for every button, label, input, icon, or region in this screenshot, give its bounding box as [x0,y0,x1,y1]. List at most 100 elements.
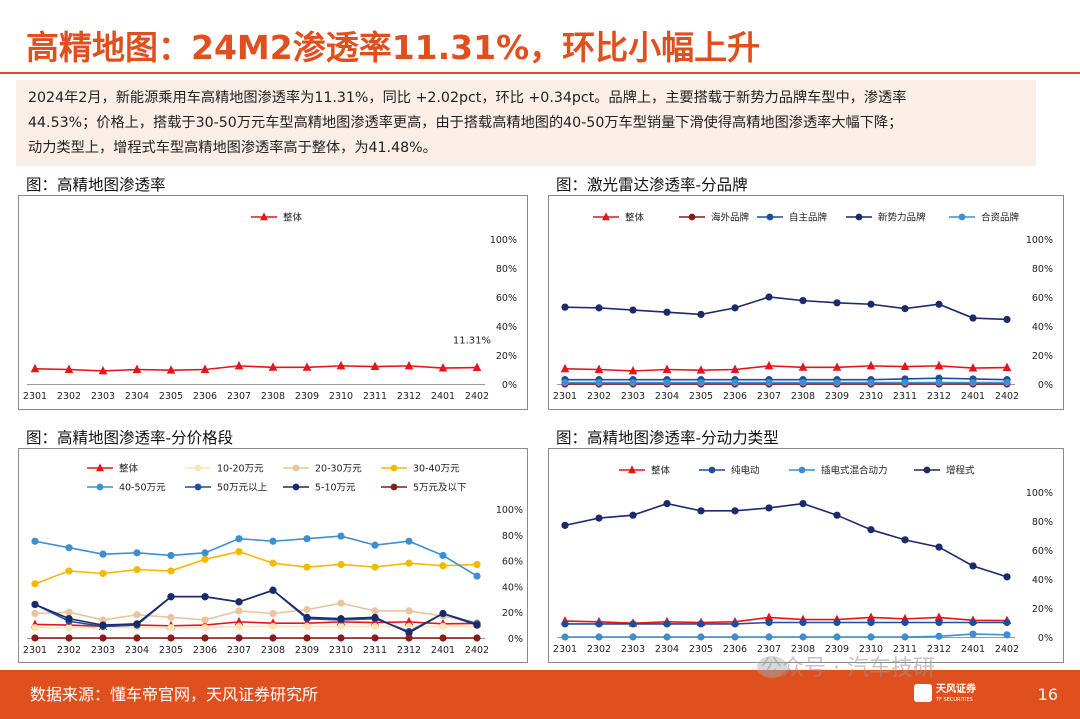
chart-panel-brand: 0% 20% 40% 60% 80% 100% 2301 2302 2303 2304 2305 23… [548,195,1064,410]
data-point [901,618,909,627]
x-tick-label: 2310 [329,391,353,402]
legend-label: 5-10万元 [315,483,356,494]
data-point [833,299,841,307]
series-5-10万元 [31,586,481,637]
y-tick-label: 100% [1026,235,1053,246]
legend: 整体 纯电动 插电式混合动力 增程式 [619,465,975,477]
data-point [167,567,175,575]
data-point [167,634,175,642]
data-point [337,634,345,642]
data-point [200,364,210,373]
data-point [31,600,39,609]
data-label: 11.31% [453,336,491,347]
data-point [629,633,637,641]
data-point [833,633,841,641]
x-tick-label: 2312 [397,645,421,656]
x-tick-label: 2309 [295,645,319,656]
chart-power: 0%20%40%60%80%100%2301 2302 2303 2304 2305 23… [553,465,1053,656]
data-point [731,507,739,515]
y-tick-label: 0% [1038,380,1053,391]
data-point [867,633,875,641]
data-point [866,612,876,621]
data-point [629,511,637,519]
legend-label: 5万元及以下 [413,483,467,494]
data-point [302,362,312,371]
data-point [968,363,978,372]
data-point [439,551,447,560]
legend-marker [628,465,636,474]
chart-brand: 0%20%40%60%80%100%2301 2302 2303 2304 2305 23… [553,212,1053,403]
data-point [201,616,209,624]
x-tick-label: 2307 [227,391,251,402]
data-point [595,633,603,641]
y-tick-label: 80% [496,264,517,275]
data-point [935,300,943,308]
data-point [594,364,604,373]
data-point [560,363,570,373]
series-line [565,377,1008,381]
data-point [663,633,671,641]
x-tick-label: 2311 [363,391,387,402]
data-point [303,606,311,614]
tf-logo-icon [914,684,932,702]
data-point [765,618,773,627]
data-point [595,378,603,387]
data-point [371,607,379,615]
data-point [969,618,977,627]
x-tick-label: 2306 [193,645,217,656]
chart-panel-price: 0% 20% 40% 60% 80% 100% 2301 2302 2303 2304 2305 23… [18,448,528,663]
data-point [764,360,774,370]
data-point [167,624,175,632]
legend-marker [260,212,268,221]
data-point [235,547,243,556]
data-point [935,632,943,640]
y-tick-label: 100% [490,235,517,246]
data-point [133,611,141,619]
data-point [969,378,977,387]
data-point [269,537,277,545]
y-tick-label: 80% [502,531,523,542]
data-point [99,616,107,624]
data-point [370,361,380,371]
x-tick-label: 2305 [689,391,713,402]
y-tick-label: 80% [1032,264,1053,275]
data-point [167,551,175,560]
legend-marker [855,213,863,221]
chart-caption-brand: 图：激光雷达渗透率-分品牌 [556,176,748,194]
x-tick-label: 2310 [329,645,353,656]
data-point [405,537,413,545]
data-point [799,618,807,627]
data-point [303,563,311,571]
data-point [303,535,311,543]
series-整体 [560,360,1012,375]
legend-label: 增程式 [946,465,975,477]
data-point [404,616,414,626]
data-point [798,362,808,371]
summary-line: 动力类型上，增程式车型高精地图渗透率高于整体，为41.48%。 [28,140,437,156]
series-line [34,535,478,577]
data-point [731,304,739,312]
data-point [65,608,73,616]
data-point [473,621,481,629]
data-point [561,633,569,641]
data-point [337,560,345,569]
data-point [132,364,142,373]
y-tick-label: 100% [1026,488,1053,499]
data-point [472,362,482,372]
x-tick-label: 2307 [757,391,781,402]
data-point [201,549,209,557]
legend-marker [708,466,716,474]
data-point [833,378,841,387]
page-title: 高精地图：24M2渗透率11.31%，环比小幅上升 [26,28,761,67]
data-point [934,612,944,621]
data-point [901,305,909,313]
legend-marker [602,212,610,221]
data-point [561,521,569,529]
data-point [697,507,705,515]
legend-label: 新势力品牌 [878,212,926,224]
y-tick-label: 40% [1032,575,1053,586]
data-point [99,550,107,558]
data-point [133,634,141,642]
series-line [565,633,1008,638]
data-point [269,559,277,567]
